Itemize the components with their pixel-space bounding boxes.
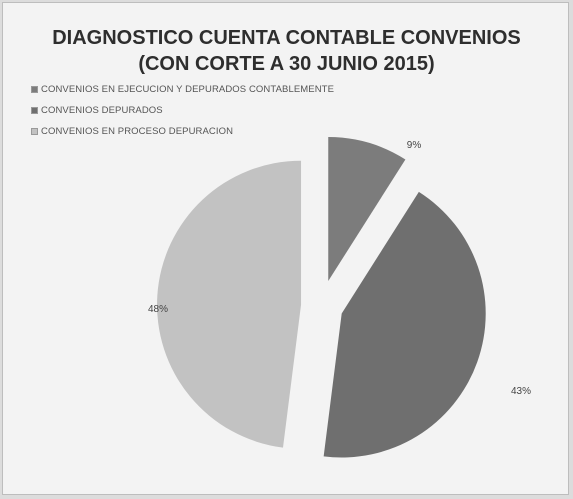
pie-slice-3 xyxy=(157,160,302,448)
legend-label: CONVENIOS EN PROCESO DEPURACION xyxy=(41,125,234,137)
legend-swatch xyxy=(31,127,38,135)
legend-swatch xyxy=(31,85,38,93)
legend-swatch xyxy=(31,106,38,114)
pie-slice-2 xyxy=(323,191,486,458)
chart-title-line-2: (CON CORTE A 30 JUNIO 2015) xyxy=(138,53,435,75)
pie-slice-1 xyxy=(328,137,406,282)
chart-title-line-1: DIAGNOSTICO CUENTA CONTABLE CONVENIOS xyxy=(52,27,521,49)
legend-label: CONVENIOS DEPURADOS xyxy=(41,104,163,116)
slice-data-label: 48% xyxy=(148,304,168,315)
legend-item-depurados: CONVENIOS DEPURADOS xyxy=(31,104,334,116)
slice-data-label: 43% xyxy=(511,386,531,397)
legend-item-proceso: CONVENIOS EN PROCESO DEPURACION xyxy=(31,125,334,137)
chart-title: DIAGNOSTICO CUENTA CONTABLE CONVENIOS (C… xyxy=(3,25,570,77)
slice-data-label: 9% xyxy=(407,140,422,151)
legend-label: CONVENIOS EN EJECUCION Y DEPURADOS CONTA… xyxy=(41,83,335,95)
legend-item-ejecucion: CONVENIOS EN EJECUCION Y DEPURADOS CONTA… xyxy=(31,83,334,95)
legend: CONVENIOS EN EJECUCION Y DEPURADOS CONTA… xyxy=(31,83,334,146)
